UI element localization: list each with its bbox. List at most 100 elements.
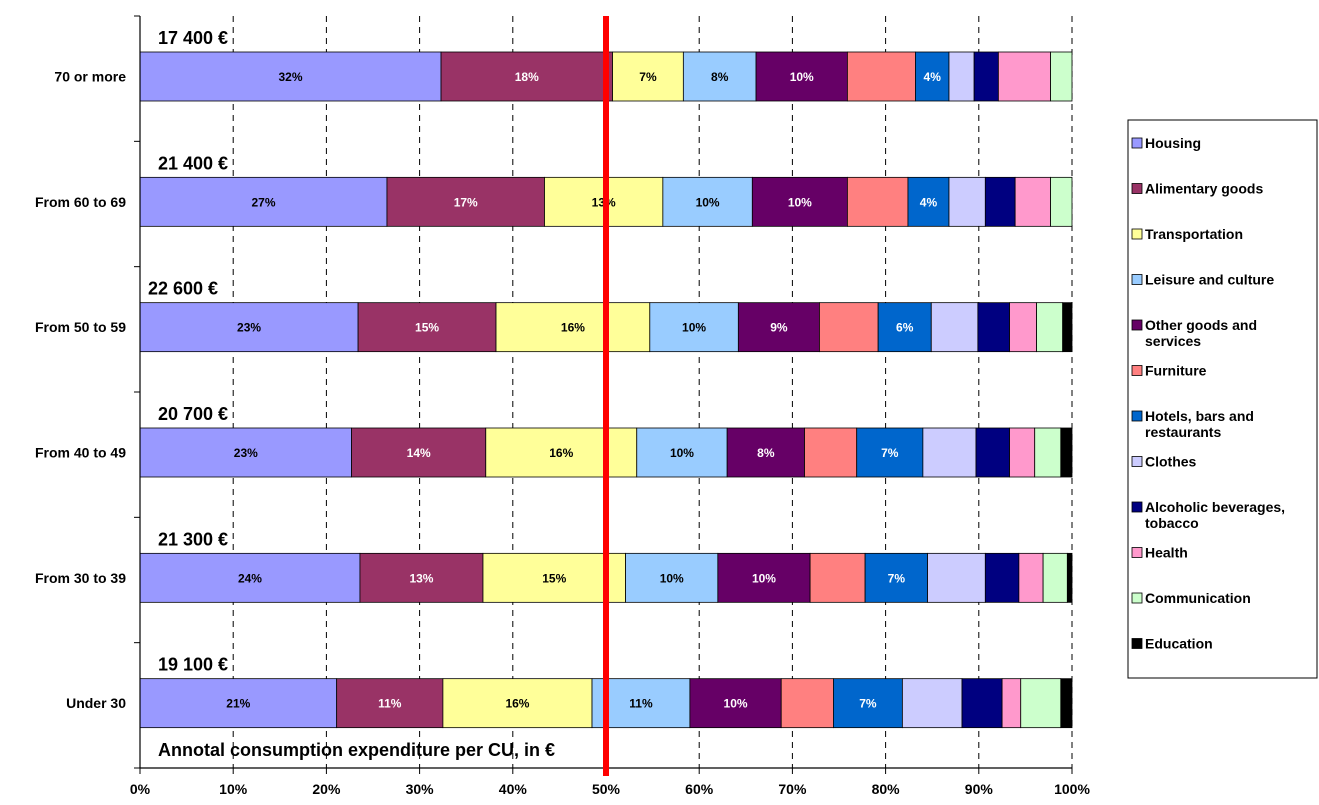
data-label-70-or-more-transportation: 7% (639, 70, 657, 84)
legend-label-communication: Communication (1145, 590, 1251, 606)
bar-under-30-housing (139, 678, 338, 729)
legend-swatch-hotels-bars-and-restaurants (1131, 410, 1143, 422)
bar-from-30-to-39-alimentary-goods (359, 552, 484, 603)
data-label-from-60-to-69-housing: 27% (251, 195, 275, 209)
bar-70-or-more-hotels-bars-and-restaurants (915, 51, 950, 102)
bar-from-50-to-59-alimentary-goods (357, 302, 497, 353)
legend-label-hotels-bars-and-restaurants: Hotels, bars and restaurants (1145, 408, 1254, 440)
bar-from-50-to-59-health (1009, 302, 1037, 353)
x-tick-label-80: 80% (872, 781, 901, 797)
legend-swatch-leisure-and-culture (1131, 274, 1143, 285)
data-label-70-or-more-leisure-and-culture: 8% (711, 70, 729, 84)
bar-from-60-to-69-clothes (948, 176, 986, 227)
legend-label-furniture: Furniture (1145, 363, 1207, 379)
data-label-from-30-to-39-other-goods-and-services: 10% (752, 571, 776, 585)
legend-swatch-alimentary-goods (1131, 183, 1143, 194)
data-label-from-60-to-69-leisure-and-culture: 10% (696, 195, 720, 209)
bar-from-60-to-69-furniture (846, 176, 909, 227)
data-label-70-or-more-hotels-bars-and-restaurants: 4% (924, 70, 942, 84)
bar-from-50-to-59-alcoholic-beverages-tobacco (977, 302, 1010, 353)
labels: 32% 18% 7% 8% 10% 4% 70 or more 17 400 € 27% 17% 1… (35, 28, 941, 760)
gridlines (232, 16, 1073, 768)
legend-swatch-furniture (1131, 365, 1143, 376)
bar-from-60-to-69-alimentary-goods (386, 176, 545, 227)
data-label-under-30-other-goods-and-services: 10% (724, 697, 748, 711)
data-label-70-or-more-housing: 32% (279, 70, 303, 84)
data-label-from-30-to-39-housing: 24% (238, 571, 262, 585)
bar-from-30-to-39-hotels-bars-and-restaurants (864, 552, 928, 603)
bar-from-30-to-39-clothes (927, 552, 986, 603)
bar-from-60-to-69-communication (1050, 176, 1073, 227)
bar-under-30-clothes (901, 678, 963, 729)
data-label-from-50-to-59-other-goods-and-services: 9% (770, 321, 788, 335)
bar-from-60-to-69-other-goods-and-services (751, 176, 848, 227)
category-label-from-50-to-59: From 50 to 59 (35, 319, 126, 335)
x-tick-label-10: 10% (219, 781, 248, 797)
bar-from-30-to-39-communication (1042, 552, 1068, 603)
bar-under-30-hotels-bars-and-restaurants (833, 678, 903, 729)
x-tick-label-0: 0% (130, 781, 151, 797)
data-label-from-60-to-69-other-goods-and-services: 10% (788, 195, 812, 209)
legend-swatch-education (1131, 638, 1143, 649)
data-label-from-60-to-69-hotels-bars-and-restaurants: 4% (920, 195, 938, 209)
total-label-from-30-to-39: 21 300 € (158, 529, 228, 549)
legend-swatch-housing (1131, 137, 1143, 149)
data-label-from-40-to-49-other-goods-and-services: 8% (757, 446, 775, 460)
bar-under-30-education (1060, 678, 1073, 729)
legend-label-alcoholic-beverages-tobacco: Alcoholic beverages, tobacco (1145, 499, 1285, 531)
category-label-under-30: Under 30 (66, 695, 126, 711)
bar-70-or-more-alimentary-goods (440, 51, 613, 102)
bars (139, 51, 1073, 729)
bar-under-30-communication (1020, 678, 1062, 729)
data-label-from-40-to-49-hotels-bars-and-restaurants: 7% (881, 446, 899, 460)
data-label-from-30-to-39-transportation: 15% (542, 571, 566, 585)
x-tick-label-90: 90% (965, 781, 994, 797)
data-label-from-50-to-59-alimentary-goods: 15% (415, 321, 439, 335)
bar-from-50-to-59-communication (1036, 302, 1064, 353)
bar-from-40-to-49-transportation (485, 427, 638, 478)
annotation-text: Annotal consumption expenditure per CU, … (158, 740, 555, 760)
total-label-from-50-to-59: 22 600 € (148, 279, 218, 299)
bar-from-40-to-49-leisure-and-culture (636, 427, 728, 478)
legend-label-education: Education (1145, 636, 1213, 652)
data-label-from-40-to-49-alimentary-goods: 14% (407, 446, 431, 460)
data-label-from-30-to-39-leisure-and-culture: 10% (660, 571, 684, 585)
bar-70-or-more-communication (1050, 51, 1073, 102)
data-label-from-50-to-59-transportation: 16% (561, 321, 585, 335)
data-label-from-40-to-49-leisure-and-culture: 10% (670, 446, 694, 460)
total-label-70-or-more: 17 400 € (158, 28, 228, 48)
bar-from-60-to-69-health (1014, 176, 1051, 227)
legend: Housing Alimentary goods Transportation Lei… (1127, 119, 1318, 679)
data-label-from-40-to-49-transportation: 16% (549, 446, 573, 460)
data-label-70-or-more-other-goods-and-services: 10% (790, 70, 814, 84)
bar-from-50-to-59-hotels-bars-and-restaurants (877, 302, 932, 353)
data-label-under-30-hotels-bars-and-restaurants: 7% (859, 697, 877, 711)
bar-from-50-to-59-housing (139, 302, 359, 353)
data-label-from-50-to-59-housing: 23% (237, 321, 261, 335)
bar-from-40-to-49-communication (1034, 427, 1062, 478)
legend-label-other-goods-and-services: Other goods and services (1145, 317, 1257, 349)
bar-from-50-to-59-other-goods-and-services (737, 302, 820, 353)
legend-label-clothes: Clothes (1145, 454, 1197, 470)
x-tick-label-100: 100% (1054, 781, 1090, 797)
legend-label-housing: Housing (1145, 135, 1201, 151)
x-tick-label-60: 60% (685, 781, 714, 797)
category-label-from-60-to-69: From 60 to 69 (35, 194, 126, 210)
bar-from-30-to-39-transportation (482, 552, 626, 603)
legend-label-health: Health (1145, 545, 1188, 561)
bar-from-50-to-59-transportation (495, 302, 651, 353)
bar-under-30-alimentary-goods (336, 678, 444, 729)
bar-from-40-to-49-hotels-bars-and-restaurants (856, 427, 924, 478)
bar-from-30-to-39-other-goods-and-services (717, 552, 811, 603)
bar-70-or-more-alcoholic-beverages-tobacco (973, 51, 999, 102)
bar-from-40-to-49-health (1009, 427, 1036, 478)
data-label-under-30-housing: 21% (226, 697, 250, 711)
total-label-under-30: 19 100 € (158, 655, 228, 675)
legend-swatch-transportation (1131, 228, 1143, 240)
bar-from-50-to-59-clothes (930, 302, 979, 353)
legend-box (1127, 119, 1318, 679)
x-tick-label-20: 20% (312, 781, 341, 797)
bar-70-or-more-clothes (948, 51, 975, 102)
legend-label-alimentary-goods: Alimentary goods (1145, 181, 1263, 197)
bar-from-30-to-39-education (1066, 552, 1073, 603)
